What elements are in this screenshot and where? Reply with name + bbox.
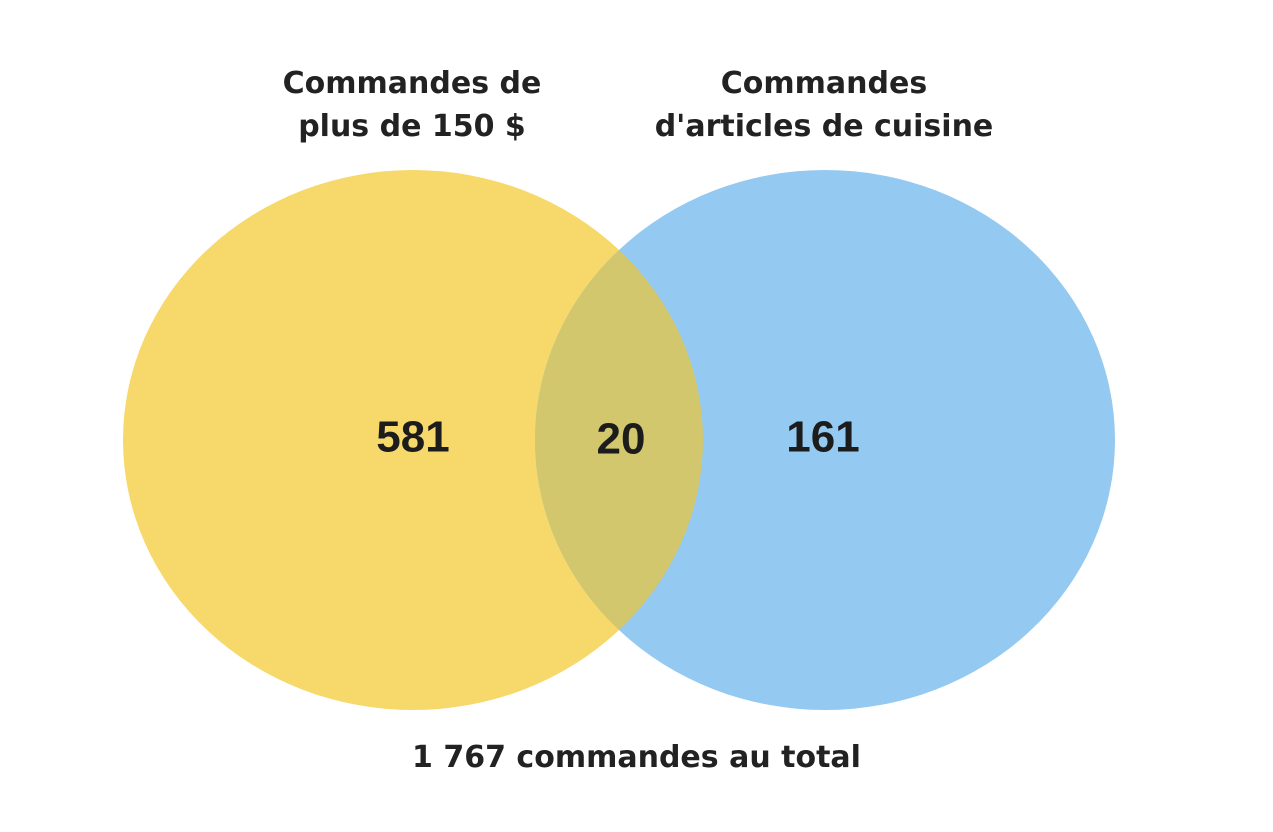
set-label: Commandes de plus de 150 $ <box>282 66 542 144</box>
caption: 1 767 commandes au total <box>412 740 861 775</box>
set-a-circle <box>123 170 703 710</box>
set-label: Commandes d'articles de cuisine <box>654 66 994 144</box>
set-b-circle <box>535 170 1115 710</box>
value-label: 20 <box>597 415 646 464</box>
value-label: 581 <box>376 413 449 462</box>
value-label: 161 <box>786 413 859 462</box>
